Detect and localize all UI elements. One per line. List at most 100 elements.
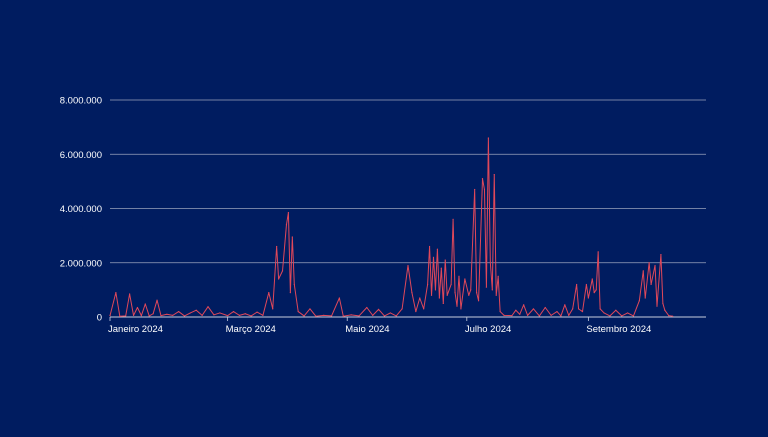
data-point — [515, 309, 517, 311]
series-lines — [109, 137, 674, 317]
data-point — [338, 297, 340, 299]
data-point — [454, 291, 456, 294]
data-point — [672, 315, 674, 317]
data-point — [648, 262, 650, 264]
data-point — [407, 264, 409, 267]
data-point — [303, 315, 305, 317]
data-point — [315, 315, 317, 317]
data-point — [366, 306, 368, 309]
data-point — [419, 297, 421, 299]
data-point — [587, 297, 589, 299]
data-point — [389, 312, 391, 314]
data-point — [444, 259, 446, 261]
data-point — [219, 312, 221, 314]
data-point — [276, 245, 278, 248]
data-point — [227, 315, 229, 317]
data-point — [568, 314, 570, 316]
data-point — [395, 315, 397, 317]
data-point — [615, 309, 617, 311]
data-point — [662, 302, 664, 305]
data-point — [450, 283, 452, 286]
data-point — [423, 308, 425, 310]
x-tick-label: Setembro 2024 — [586, 324, 651, 335]
data-point — [495, 294, 497, 296]
data-point — [564, 304, 566, 306]
data-point — [195, 309, 197, 311]
data-point — [358, 315, 360, 317]
data-point — [660, 254, 662, 256]
data-point — [434, 289, 437, 291]
data-point — [189, 312, 191, 314]
data-point — [523, 304, 525, 306]
data-point — [125, 315, 127, 317]
data-point — [372, 314, 374, 316]
data-point — [330, 315, 333, 317]
data-point — [172, 314, 174, 316]
data-point — [136, 306, 139, 309]
data-point — [281, 270, 284, 272]
data-point — [644, 297, 646, 299]
series-line — [109, 137, 673, 317]
data-point — [538, 315, 540, 317]
data-point — [458, 275, 460, 277]
data-point — [293, 283, 295, 286]
data-point — [470, 289, 472, 291]
data-point — [576, 283, 578, 286]
data-point — [519, 313, 521, 315]
data-point — [468, 294, 470, 296]
data-point — [577, 308, 580, 310]
data-point — [232, 310, 235, 313]
data-point — [140, 315, 142, 317]
data-point — [591, 278, 593, 280]
x-tick-label: Maio 2024 — [345, 324, 389, 335]
data-point — [287, 211, 290, 214]
data-point — [483, 188, 486, 191]
y-tick-label: 4.000.000 — [60, 204, 102, 215]
data-point — [638, 300, 640, 302]
data-point — [511, 315, 513, 317]
data-point — [401, 308, 403, 310]
data-point — [503, 314, 505, 316]
data-point — [485, 286, 488, 288]
data-point — [350, 314, 352, 316]
data-point — [595, 289, 597, 291]
data-point — [144, 303, 146, 305]
data-point — [250, 315, 252, 317]
y-tick-label: 8.000.000 — [60, 96, 102, 107]
data-point — [603, 312, 605, 314]
data-point — [452, 218, 454, 220]
data-point — [464, 278, 466, 280]
data-point — [556, 310, 558, 313]
x-tick-label: Julho 2024 — [465, 324, 511, 335]
data-point — [160, 315, 162, 317]
data-point — [148, 315, 150, 317]
data-point — [309, 308, 311, 310]
data-point — [289, 291, 291, 294]
data-point — [593, 291, 595, 294]
data-point — [323, 314, 325, 316]
data-point — [178, 310, 180, 313]
data-point — [481, 178, 484, 180]
y-tick-label: 6.000.000 — [60, 150, 102, 161]
data-point — [440, 267, 442, 269]
data-point — [572, 308, 574, 310]
data-point — [493, 173, 495, 176]
data-point — [438, 297, 440, 299]
data-point — [668, 315, 670, 317]
data-point — [650, 283, 652, 286]
gridlines — [110, 99, 706, 318]
data-point — [544, 306, 546, 309]
data-point — [383, 315, 386, 317]
data-point — [278, 278, 280, 280]
data-point — [656, 305, 658, 307]
data-point — [436, 248, 439, 250]
data-point — [238, 314, 240, 316]
data-point — [632, 315, 635, 317]
data-point — [415, 310, 417, 313]
y-tick-label: 0 — [97, 313, 102, 324]
data-point — [456, 305, 458, 307]
data-point — [664, 309, 666, 311]
data-point — [166, 313, 168, 315]
data-point — [244, 313, 246, 315]
